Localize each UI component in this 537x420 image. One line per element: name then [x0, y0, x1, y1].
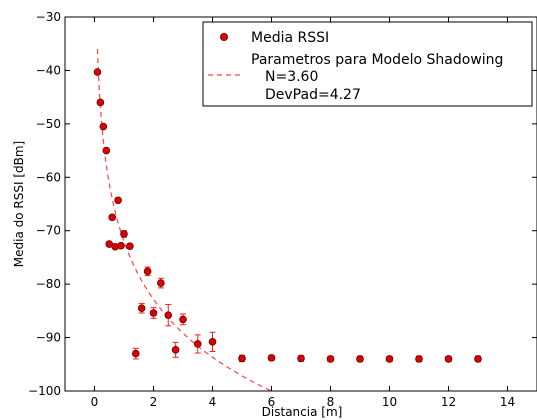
- plot-frame: [64, 16, 537, 392]
- point-marker: [267, 354, 276, 362]
- data-point: [120, 230, 128, 238]
- data-point: [137, 302, 146, 314]
- data-points-layer: [93, 68, 482, 363]
- point-marker: [93, 68, 102, 76]
- point-marker: [114, 196, 122, 205]
- data-point: [114, 196, 122, 205]
- point-marker: [99, 122, 108, 131]
- point-marker: [444, 355, 453, 363]
- data-point: [238, 354, 246, 363]
- legend-box: [202, 21, 533, 107]
- data-point: [93, 68, 102, 76]
- point-marker: [96, 98, 105, 107]
- point-marker: [117, 241, 125, 250]
- data-point: [157, 277, 165, 289]
- point-marker: [326, 355, 335, 363]
- point-marker: [137, 304, 146, 312]
- data-point: [415, 355, 423, 363]
- x-tick-label: 0: [91, 395, 99, 409]
- data-point: [96, 98, 105, 107]
- data-point: [164, 303, 173, 327]
- data-point: [117, 241, 125, 250]
- data-point: [267, 354, 276, 362]
- point-marker: [356, 355, 364, 363]
- point-marker: [385, 355, 394, 363]
- legend-marker-points: [219, 33, 228, 42]
- point-marker: [193, 340, 202, 348]
- point-marker: [208, 338, 217, 346]
- y-tick-label: −90: [36, 331, 61, 345]
- point-marker: [164, 311, 173, 319]
- data-point: [102, 146, 111, 155]
- point-marker: [143, 267, 152, 276]
- y-tick-label: −40: [36, 63, 61, 77]
- point-marker: [474, 355, 482, 363]
- y-tick-label: −30: [36, 10, 61, 24]
- data-point: [132, 347, 140, 360]
- x-tick-label: 8: [327, 395, 335, 409]
- point-marker: [120, 230, 128, 238]
- x-tick-label: 12: [441, 395, 456, 409]
- model-curve-layer: [96, 49, 273, 391]
- data-point: [99, 122, 108, 131]
- data-point: [326, 355, 335, 363]
- data-point: [149, 307, 158, 319]
- data-point: [126, 242, 134, 251]
- point-marker: [132, 349, 140, 358]
- data-point: [179, 313, 187, 326]
- x-axis-ticks: 0 2 4 6 8 10 12 14: [91, 17, 515, 409]
- legend-param-devpad: DevPad=4.27: [265, 87, 361, 103]
- point-marker: [102, 146, 111, 155]
- x-tick-label: 4: [209, 395, 217, 409]
- legend: Media RSSI Parametros para Modelo Shadow…: [202, 21, 533, 107]
- data-point: [193, 334, 202, 354]
- y-tick-label: −50: [36, 117, 61, 131]
- point-marker: [415, 355, 423, 363]
- y-tick-label: −80: [36, 277, 61, 291]
- x-tick-label: 14: [500, 395, 515, 409]
- data-point: [108, 213, 116, 222]
- legend-param-n: N=3.60: [265, 69, 318, 85]
- point-marker: [126, 242, 134, 251]
- legend-label-points: Media RSSI: [251, 30, 329, 46]
- x-tick-label: 6: [268, 395, 276, 409]
- point-marker: [179, 315, 187, 324]
- y-tick-label: −100: [28, 384, 61, 398]
- x-axis-label: Distancia [m]: [262, 405, 343, 419]
- point-marker: [157, 279, 165, 287]
- data-point: [474, 355, 482, 363]
- data-point: [385, 355, 394, 363]
- data-point: [208, 331, 217, 352]
- y-axis-ticks: −100 −90 −80 −70 −60 −50 −40 −30: [28, 10, 537, 398]
- y-tick-label: −60: [36, 170, 61, 184]
- x-tick-label: 2: [150, 395, 158, 409]
- data-point: [444, 355, 453, 363]
- data-point: [356, 355, 364, 363]
- y-axis-label: Media do RSSI [dBm]: [12, 141, 26, 267]
- point-marker: [149, 309, 158, 317]
- data-point: [143, 266, 152, 277]
- point-marker: [171, 346, 180, 354]
- x-tick-label: 10: [382, 395, 397, 409]
- point-marker: [297, 354, 305, 363]
- data-point: [171, 341, 180, 358]
- model-curve: [96, 49, 273, 391]
- point-marker: [238, 354, 246, 363]
- point-marker: [108, 213, 116, 222]
- data-point: [297, 354, 305, 363]
- data-point: [105, 240, 114, 248]
- legend-label-curve: Parametros para Modelo Shadowing: [251, 52, 503, 68]
- y-tick-label: −70: [36, 224, 61, 238]
